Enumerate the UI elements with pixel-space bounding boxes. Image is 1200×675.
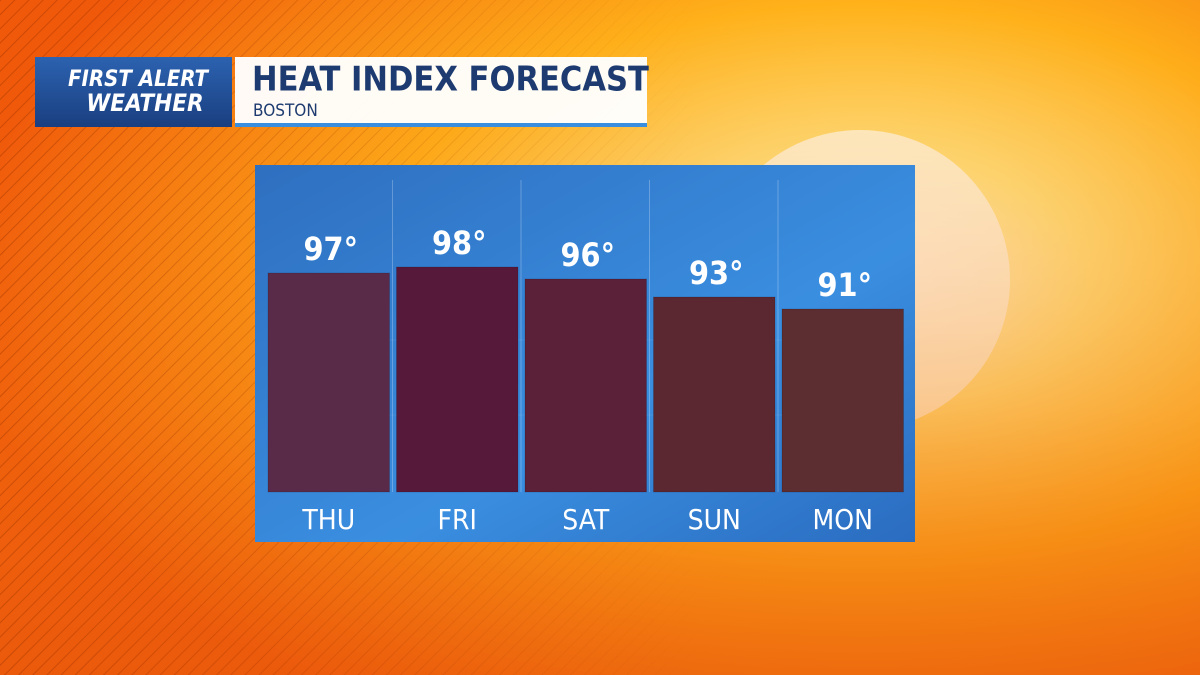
x-tick-label: MON bbox=[813, 503, 873, 536]
title-underline bbox=[235, 123, 647, 127]
x-tick-label: SAT bbox=[562, 503, 610, 536]
bar bbox=[396, 266, 519, 493]
x-tick-label: FRI bbox=[438, 503, 477, 536]
plot: 97° THU 98° FRI 96° SAT 93° SUN 91° MON bbox=[267, 180, 904, 536]
logo-line: WEATHER bbox=[86, 89, 203, 117]
x-tick-label: THU bbox=[301, 503, 355, 536]
chart-subtitle: BOSTON bbox=[253, 101, 318, 121]
bar bbox=[653, 296, 776, 493]
chart-title: HEAT INDEX FORECAST bbox=[252, 60, 649, 100]
logo-box bbox=[35, 57, 232, 127]
bar bbox=[267, 272, 390, 493]
value-label: 98° bbox=[432, 224, 486, 262]
bar bbox=[524, 278, 647, 493]
x-tick-label: SUN bbox=[688, 503, 741, 536]
title-box bbox=[235, 57, 647, 127]
logo-line: FIRST ALERT bbox=[68, 67, 209, 92]
value-label: 91° bbox=[818, 266, 872, 304]
bar bbox=[781, 308, 904, 493]
value-label: 93° bbox=[689, 254, 743, 292]
value-label: 96° bbox=[561, 236, 615, 274]
value-label: 97° bbox=[304, 230, 358, 268]
